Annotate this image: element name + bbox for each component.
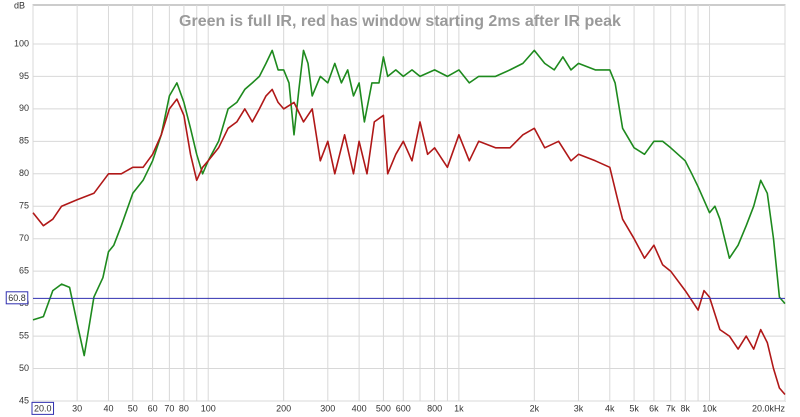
x-tick-label: 50 — [128, 403, 138, 413]
x-tick-label: 20.0kHz — [752, 403, 786, 413]
x-tick-label: 200 — [276, 403, 291, 413]
series-line — [32, 49, 786, 357]
x-tick-label: 20.0 — [34, 403, 52, 413]
y-tick-label: 80 — [19, 168, 29, 178]
y-tick-label: 65 — [19, 266, 29, 276]
x-tick-label: 70 — [164, 403, 174, 413]
x-tick-label: 7k — [666, 403, 676, 413]
x-tick-label: 100 — [201, 403, 216, 413]
plot-area — [32, 4, 786, 402]
y-tick-label: 95 — [19, 71, 29, 81]
x-tick-label: 60 — [148, 403, 158, 413]
x-tick-label: 500 — [376, 403, 391, 413]
x-tick-label: 10k — [702, 403, 717, 413]
x-tick-label: 5k — [629, 403, 639, 413]
x-tick-label: 600 — [396, 403, 411, 413]
x-tick-label: 400 — [352, 403, 367, 413]
cursor-label: 60.8 — [8, 293, 26, 303]
x-tick-label: 30 — [72, 403, 82, 413]
series-line — [32, 88, 786, 396]
x-tick-label: 300 — [320, 403, 335, 413]
y-tick-label: 100 — [14, 38, 29, 48]
x-tick-label: 1k — [454, 403, 464, 413]
x-tick-label: 3k — [574, 403, 584, 413]
cursor-label-box — [5, 291, 29, 305]
y-axis-label: dB — [14, 0, 25, 10]
y-tick-label: 90 — [19, 103, 29, 113]
x-start-box — [31, 401, 55, 415]
chart-title: Green is full IR, red has window startin… — [179, 13, 621, 30]
y-tick-label: 70 — [19, 233, 29, 243]
y-tick-label: 75 — [19, 201, 29, 211]
y-tick-label: 45 — [19, 395, 29, 405]
y-tick-label: 55 — [19, 330, 29, 340]
x-tick-label: 40 — [103, 403, 113, 413]
x-tick-label: 80 — [179, 403, 189, 413]
x-tick-label: 8k — [680, 403, 690, 413]
y-tick-label: 50 — [19, 363, 29, 373]
x-tick-label: 4k — [605, 403, 615, 413]
x-tick-label: 800 — [427, 403, 442, 413]
x-tick-label: 6k — [649, 403, 659, 413]
x-tick-label: 2k — [530, 403, 540, 413]
y-tick-label: 85 — [19, 136, 29, 146]
